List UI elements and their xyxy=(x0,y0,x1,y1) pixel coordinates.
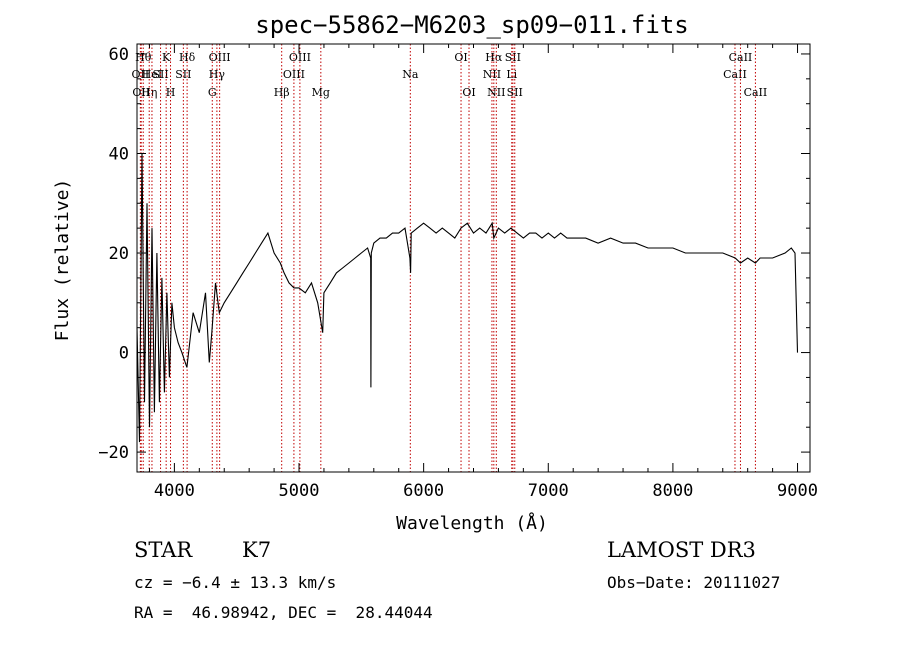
marker-label-26: CaII xyxy=(723,68,747,81)
y-axis: −20 0 20 40 60 xyxy=(98,45,810,463)
x-axis-label: Wavelength (Å) xyxy=(396,512,548,534)
marker-label-6: K xyxy=(162,51,171,64)
observation-date: Obs−Date: 20111027 xyxy=(607,573,781,592)
marker-label-14: OIII xyxy=(283,68,305,81)
object-subclass: K7 xyxy=(242,538,272,562)
marker-label-10: G xyxy=(208,86,217,99)
plot-frame xyxy=(136,43,811,473)
marker-label-28: CaII xyxy=(744,86,768,99)
marker-label-4: HeI xyxy=(142,68,162,81)
chart-title: spec−55862−M6203_sp09−011.fits xyxy=(255,11,688,39)
x-tick-label: 4000 xyxy=(154,481,195,501)
x-tick-label: 7000 xyxy=(528,481,569,501)
survey-name: LAMOST DR3 xyxy=(607,538,756,562)
marker-label-7: H xyxy=(166,86,176,99)
marker-label-16: Mg xyxy=(312,86,330,99)
marker-label-27: CaII xyxy=(729,51,753,64)
marker-label-9: Hδ xyxy=(179,51,196,64)
object-class: STAR xyxy=(134,538,193,562)
y-tick-label: 60 xyxy=(109,45,129,65)
marker-label-19: OI xyxy=(462,86,475,99)
line-markers: OIIOIIHθHηHeISIIKHSIIHδGHγOIIIHβOIIIOIII… xyxy=(132,44,768,472)
marker-label-20: NII xyxy=(483,68,501,81)
x-tick-label: 9000 xyxy=(777,481,818,501)
marker-label-0: OII xyxy=(132,68,150,81)
x-tick-label: 5000 xyxy=(279,481,320,501)
marker-label-15: OIII xyxy=(289,51,311,64)
x-tick-label: 6000 xyxy=(403,481,444,501)
marker-label-22: NII xyxy=(487,86,505,99)
redshift-readout: cz = −6.4 ± 13.3 km/s xyxy=(134,573,337,592)
marker-label-5: SII xyxy=(152,68,168,81)
marker-label-17: Na xyxy=(402,68,419,81)
y-tick-label: 0 xyxy=(119,344,129,364)
marker-label-11: Hγ xyxy=(209,68,226,81)
y-tick-label: −20 xyxy=(98,443,129,463)
marker-label-21: Hα xyxy=(485,51,503,64)
marker-label-18: OI xyxy=(454,51,467,64)
coordinates-readout: RA = 46.98942, DEC = 28.44044 xyxy=(134,603,433,622)
marker-label-13: Hβ xyxy=(274,86,290,99)
marker-label-25: SII xyxy=(507,86,523,99)
x-tick-label: 8000 xyxy=(652,481,693,501)
marker-label-3: Hη xyxy=(141,86,157,99)
y-axis-label: Flux (relative) xyxy=(52,179,73,342)
marker-label-12: OIII xyxy=(209,51,231,64)
flux-series-line xyxy=(136,153,799,443)
marker-label-8: SII xyxy=(175,68,191,81)
marker-label-23: Li xyxy=(506,68,517,81)
x-axis: 4000 5000 6000 7000 8000 9000 xyxy=(148,44,818,501)
y-tick-label: 40 xyxy=(109,144,129,164)
y-tick-label: 20 xyxy=(109,244,129,264)
marker-label-24: SII xyxy=(505,51,521,64)
